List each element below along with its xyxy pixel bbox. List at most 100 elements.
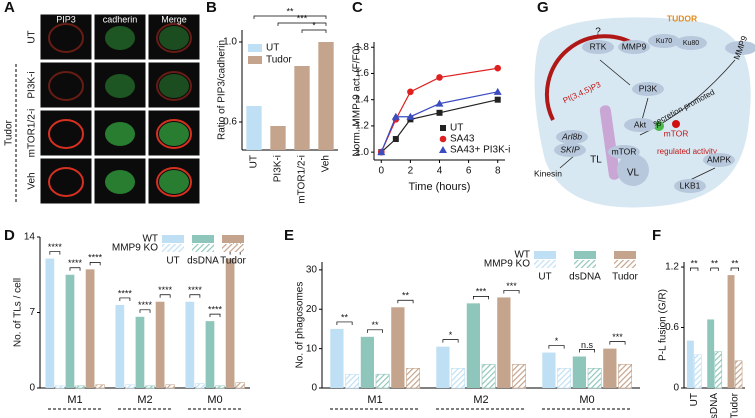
marker-dot [672, 120, 680, 128]
significance-bracket [336, 321, 353, 325]
bar [185, 301, 195, 388]
node-shape [648, 34, 680, 48]
y-axis-label: Norm. MMP-9 act. (F/F0) [352, 45, 363, 156]
legend-swatch [614, 251, 636, 259]
legend-swatch [574, 251, 596, 259]
bar-ko [375, 373, 390, 389]
bar [466, 303, 481, 388]
significance-bracket [730, 267, 739, 271]
x-axis-label: Time (hours) [409, 181, 471, 193]
node-label: Kinesin [534, 168, 562, 178]
bar [572, 356, 587, 388]
group-label: Tudor [4, 119, 15, 145]
x-tick-label: M1 [67, 394, 82, 406]
legend-swatch [222, 235, 244, 243]
bar-ko [557, 368, 572, 389]
legend-swatch [534, 251, 556, 259]
significance-label: ** [286, 6, 294, 16]
bar [45, 258, 55, 388]
bar-ko [587, 368, 602, 389]
bar-ko [95, 384, 105, 389]
legend-marker [439, 135, 447, 143]
bar [686, 340, 694, 388]
significance-bracket [548, 345, 565, 349]
significance-bracket [253, 15, 327, 19]
bar [270, 126, 286, 150]
bar [603, 348, 617, 388]
bar-ko [481, 364, 496, 389]
cell-body [534, 17, 751, 208]
cadherin-signal [105, 122, 135, 146]
y-tick-label: 1.2 [355, 121, 369, 132]
panel-letter: B [206, 0, 217, 16]
significance-label: ** [402, 291, 410, 301]
significance-bracket [710, 267, 719, 271]
node-label: regulated activity [657, 147, 717, 156]
bar-ko [125, 384, 135, 389]
y-tick-label: 1.8 [355, 42, 369, 53]
cadherin-signal [105, 170, 135, 194]
x-tick-label: 8 [495, 166, 501, 177]
node-label: TUDOR [667, 13, 697, 23]
cadherin-signal [159, 26, 189, 50]
pip3-signal [156, 119, 192, 149]
bar-ko [145, 385, 155, 389]
legend-swatch-ko [534, 260, 556, 268]
bar [727, 275, 735, 388]
panel-letter: F [652, 227, 661, 244]
node-label: P [657, 123, 662, 130]
marker [494, 64, 502, 72]
significance-label: **** [138, 300, 153, 310]
significance-label: **** [208, 305, 223, 315]
bar [225, 258, 235, 388]
significance-label: * [449, 330, 453, 340]
bar [294, 66, 310, 150]
marker [407, 88, 414, 96]
x-tick-label: PI3K-i [273, 155, 284, 182]
bar [318, 42, 334, 150]
legend-swatch [192, 235, 214, 243]
bar [65, 274, 75, 388]
node-label: VL [627, 168, 640, 179]
legend-label: UT [450, 123, 463, 134]
micrograph [39, 109, 93, 157]
marker [392, 136, 399, 143]
node-label: LKB1 [680, 180, 701, 190]
significance-bracket [609, 341, 626, 345]
significance-bracket [397, 299, 414, 304]
y-axis-label: P-L fusion (G/R) [658, 289, 669, 361]
y-tick-label: 1.4 [355, 94, 369, 105]
legend-swatch-ko [162, 244, 184, 252]
x-tick-label: UT [689, 393, 700, 406]
node-shape [632, 82, 664, 96]
legend-label: dsDNA [187, 256, 219, 267]
legend-swatch-ko [614, 260, 636, 268]
bar [155, 301, 165, 388]
phagosome-membrane [544, 34, 642, 121]
significance-bracket [159, 294, 171, 298]
legend-label: Tudor [220, 256, 246, 267]
panel-letter: E [284, 227, 294, 244]
significance-bracket [189, 294, 201, 298]
pip3-signal [48, 23, 84, 53]
significance-label: ** [371, 320, 379, 330]
bar [205, 321, 215, 388]
row-label: PI3K-i [27, 71, 38, 98]
bar [436, 346, 450, 388]
bar-ko [75, 385, 85, 389]
marker [406, 112, 415, 120]
y-tick-label: 1.2 [665, 262, 679, 273]
bar-ko [512, 364, 527, 389]
pip3-signal [48, 167, 84, 197]
bar [497, 297, 511, 388]
bar [85, 269, 95, 388]
bar-ko [694, 354, 702, 389]
legend-label: Tudor [612, 272, 638, 283]
legend-marker [440, 125, 446, 131]
y-tick-label: 0 [29, 383, 35, 394]
micrograph [93, 61, 147, 109]
y-axis-label: No. of phagosomes [295, 282, 306, 369]
significance-label: **** [68, 258, 83, 268]
significance-bracket [119, 297, 131, 301]
phospho-dot [654, 121, 664, 131]
